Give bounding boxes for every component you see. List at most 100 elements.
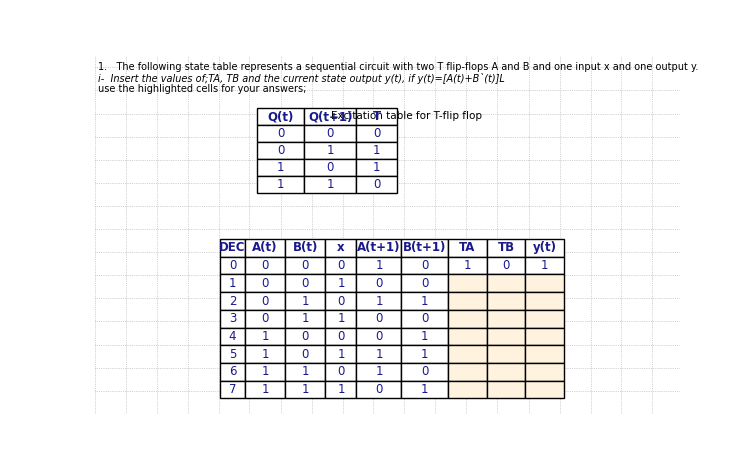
Text: 1: 1 xyxy=(375,365,383,379)
Bar xyxy=(525,239,564,257)
Text: 1: 1 xyxy=(421,348,429,361)
Bar xyxy=(356,159,397,176)
Bar xyxy=(401,345,448,363)
Text: Q(t): Q(t) xyxy=(268,110,293,123)
Bar xyxy=(448,328,487,345)
Text: 0: 0 xyxy=(337,259,345,272)
Bar xyxy=(401,292,448,310)
Text: A(t): A(t) xyxy=(253,241,277,254)
Bar xyxy=(356,239,401,257)
Bar xyxy=(356,257,401,274)
Text: x: x xyxy=(337,241,345,254)
Text: 1: 1 xyxy=(229,277,236,290)
Text: 0: 0 xyxy=(375,383,383,396)
Text: DEC: DEC xyxy=(219,241,246,254)
Bar xyxy=(220,257,245,274)
Text: 1: 1 xyxy=(337,383,345,396)
Bar xyxy=(356,125,397,142)
Bar xyxy=(487,328,525,345)
Bar xyxy=(257,125,304,142)
Bar xyxy=(220,239,245,257)
Bar xyxy=(285,274,325,292)
Text: 0: 0 xyxy=(421,312,429,325)
Bar xyxy=(448,274,487,292)
Text: 0: 0 xyxy=(302,259,309,272)
Bar xyxy=(401,257,448,274)
Bar xyxy=(245,363,285,381)
Text: B(t+1): B(t+1) xyxy=(403,241,446,254)
Bar xyxy=(257,176,304,193)
Text: 1: 1 xyxy=(373,161,380,174)
Bar xyxy=(325,363,356,381)
Text: 0: 0 xyxy=(327,127,334,140)
Bar xyxy=(448,257,487,274)
Bar xyxy=(448,381,487,399)
Bar xyxy=(525,292,564,310)
Bar xyxy=(487,310,525,328)
Bar xyxy=(304,142,356,159)
Text: 1: 1 xyxy=(375,348,383,361)
Bar xyxy=(525,328,564,345)
Text: 0: 0 xyxy=(277,127,284,140)
Text: 5: 5 xyxy=(229,348,236,361)
Bar xyxy=(220,292,245,310)
Text: 6: 6 xyxy=(229,365,236,379)
Bar xyxy=(325,345,356,363)
Text: 0: 0 xyxy=(262,294,268,307)
Text: 0: 0 xyxy=(327,161,334,174)
Bar xyxy=(487,239,525,257)
Text: 1: 1 xyxy=(337,277,345,290)
Text: 1: 1 xyxy=(337,312,345,325)
Bar xyxy=(245,345,285,363)
Text: 0: 0 xyxy=(262,259,268,272)
Bar xyxy=(304,108,356,125)
Text: 0: 0 xyxy=(302,330,309,343)
Text: B(t): B(t) xyxy=(293,241,318,254)
Bar xyxy=(487,363,525,381)
Bar xyxy=(304,159,356,176)
Bar xyxy=(285,363,325,381)
Bar xyxy=(245,292,285,310)
Bar xyxy=(285,292,325,310)
Bar xyxy=(220,345,245,363)
Bar xyxy=(448,292,487,310)
Bar xyxy=(245,310,285,328)
Text: 1: 1 xyxy=(302,294,309,307)
Text: 0: 0 xyxy=(421,365,429,379)
Text: 0: 0 xyxy=(375,277,383,290)
Text: 1: 1 xyxy=(262,330,268,343)
Bar xyxy=(245,257,285,274)
Bar xyxy=(220,274,245,292)
Text: 1: 1 xyxy=(302,365,309,379)
Bar xyxy=(487,292,525,310)
Bar xyxy=(325,292,356,310)
Text: 0: 0 xyxy=(262,277,268,290)
Bar xyxy=(245,239,285,257)
Bar xyxy=(448,310,487,328)
Bar xyxy=(401,328,448,345)
Text: 1: 1 xyxy=(327,144,334,157)
Text: 1: 1 xyxy=(262,365,268,379)
Text: 0: 0 xyxy=(302,348,309,361)
Bar xyxy=(356,274,401,292)
Bar xyxy=(257,159,304,176)
Bar xyxy=(285,381,325,399)
Bar xyxy=(401,310,448,328)
Bar xyxy=(448,345,487,363)
Text: TA: TA xyxy=(459,241,476,254)
Bar xyxy=(356,363,401,381)
Bar xyxy=(257,142,304,159)
Bar xyxy=(525,310,564,328)
Text: A(t+1): A(t+1) xyxy=(357,241,401,254)
Bar xyxy=(525,345,564,363)
Bar xyxy=(325,328,356,345)
Bar xyxy=(525,381,564,399)
Bar xyxy=(356,328,401,345)
Bar xyxy=(525,363,564,381)
Bar xyxy=(487,345,525,363)
Bar xyxy=(487,381,525,399)
Text: i-  Insert the values of;TA, TB and the current state output y(t), if y(t)=[A(t): i- Insert the values of;TA, TB and the c… xyxy=(98,73,505,84)
Text: 0: 0 xyxy=(502,259,510,272)
Bar xyxy=(448,239,487,257)
Text: 0: 0 xyxy=(337,330,345,343)
